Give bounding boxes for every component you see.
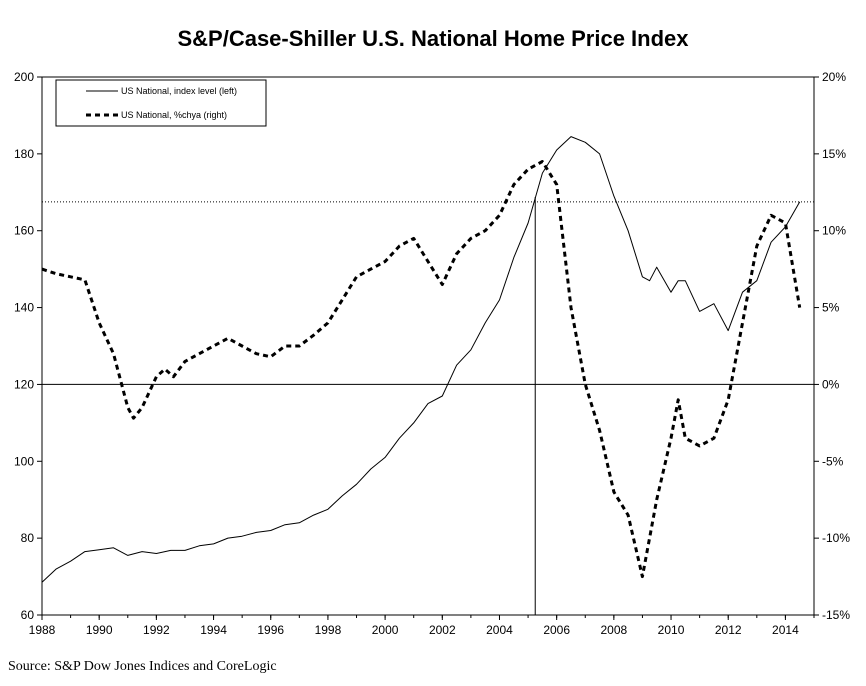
y-left-tick-label: 200: [14, 70, 34, 84]
x-tick-label: 2002: [429, 623, 456, 637]
y-left-tick-label: 180: [14, 147, 34, 161]
y-left-tick-label: 140: [14, 301, 34, 315]
legend-box: [55, 79, 267, 127]
x-tick-label: 2008: [601, 623, 628, 637]
y-right-tick-label: 5%: [822, 301, 840, 315]
y-left-tick-label: 80: [21, 531, 35, 545]
y-right-tick-label: 20%: [822, 70, 846, 84]
legend: US National, index level (left) US Natio…: [55, 79, 267, 127]
series-line-chya: [41, 160, 802, 579]
y-left-tick-label: 120: [14, 377, 34, 391]
y-left-tick-label: 60: [21, 608, 35, 622]
y-left-tick-label: 100: [14, 454, 34, 468]
legend-label-chya: US National, %chya (right): [121, 110, 227, 120]
x-tick-label: 2004: [486, 623, 513, 637]
x-tick-label: 2000: [372, 623, 399, 637]
x-tick-label: 1992: [143, 623, 170, 637]
plot-frame: [41, 76, 815, 616]
y-right-tick-label: 10%: [822, 224, 846, 238]
x-tick-label: 2012: [715, 623, 742, 637]
x-tick-label: 2006: [543, 623, 570, 637]
x-tick-label: 2014: [772, 623, 799, 637]
series-line-index-level: [41, 136, 801, 583]
x-tick-label: 1990: [86, 623, 113, 637]
y-left-tick-label: 160: [14, 224, 34, 238]
y-right-tick-label: -10%: [822, 531, 850, 545]
legend-label-index-level: US National, index level (left): [121, 86, 237, 96]
x-tick-label: 1998: [315, 623, 342, 637]
y-right-tick-label: -15%: [822, 608, 850, 622]
y-right-tick-label: 0%: [822, 377, 840, 391]
x-tick-label: 1994: [200, 623, 227, 637]
x-tick-label: 1996: [257, 623, 284, 637]
y-right-tick-label: 15%: [822, 147, 846, 161]
chart-title: S&P/Case-Shiller U.S. National Home Pric…: [177, 26, 689, 51]
x-tick-label: 2010: [658, 623, 685, 637]
y-right-tick-label: -5%: [822, 454, 844, 468]
source-note: Source: S&P Dow Jones Indices and CoreLo…: [8, 659, 277, 674]
x-tick-label: 1988: [29, 623, 56, 637]
